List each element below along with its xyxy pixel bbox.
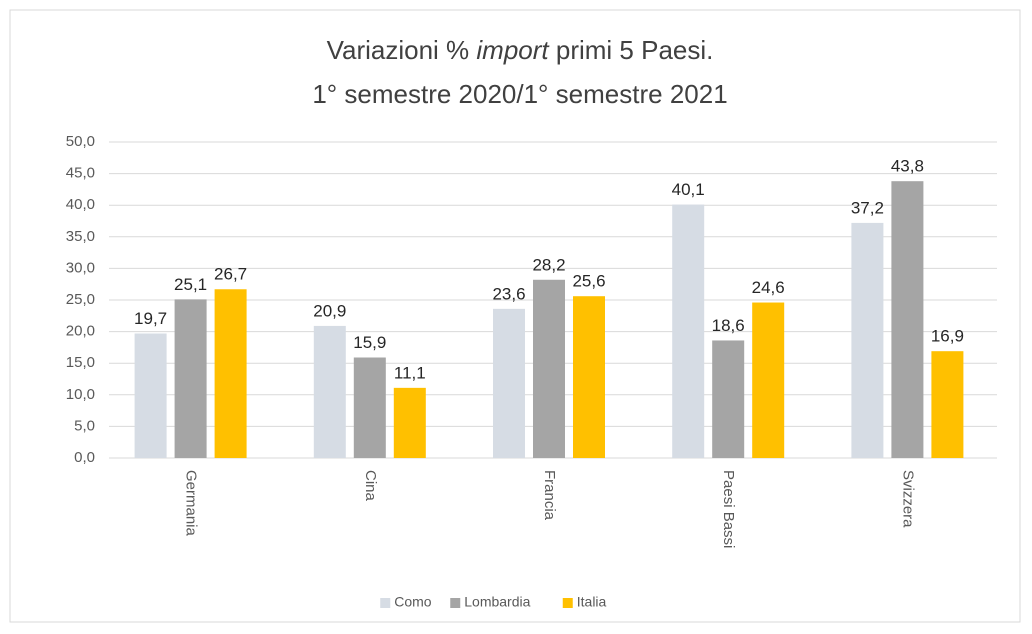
bar bbox=[214, 289, 247, 458]
y-tick-label: 30,0 bbox=[66, 259, 95, 276]
bar bbox=[533, 279, 565, 458]
data-label: 24,6 bbox=[752, 278, 785, 297]
bar bbox=[891, 181, 924, 458]
x-tick-label: Cina bbox=[362, 470, 379, 502]
bar bbox=[393, 387, 426, 458]
legend-swatch bbox=[562, 598, 573, 608]
y-tick-label: 10,0 bbox=[66, 386, 95, 403]
bar bbox=[134, 333, 167, 458]
data-label: 25,1 bbox=[174, 275, 207, 294]
y-tick-label: 15,0 bbox=[66, 354, 95, 371]
data-label: 16,9 bbox=[931, 327, 964, 346]
y-tick-label: 45,0 bbox=[66, 165, 95, 182]
chart-title: Variazioni % import primi 5 Paesi. bbox=[327, 35, 714, 65]
bar bbox=[851, 222, 884, 458]
legend-label: Lombardia bbox=[464, 594, 530, 610]
data-label: 43,8 bbox=[891, 157, 924, 176]
bar bbox=[313, 325, 346, 458]
y-tick-label: 5,0 bbox=[74, 417, 95, 434]
bar bbox=[174, 299, 207, 458]
bar bbox=[573, 296, 605, 458]
bar bbox=[752, 302, 785, 458]
legend-swatch bbox=[450, 598, 461, 608]
y-tick-label: 35,0 bbox=[66, 228, 95, 245]
data-label: 20,9 bbox=[313, 301, 346, 320]
legend-label: Italia bbox=[577, 594, 607, 610]
legend-label: Como bbox=[394, 594, 432, 610]
chart-subtitle: 1° semestre 2020/1° semestre 2021 bbox=[312, 79, 727, 109]
y-tick-label: 50,0 bbox=[66, 133, 95, 150]
data-label: 28,2 bbox=[532, 255, 565, 274]
bar bbox=[493, 308, 525, 458]
bar bbox=[353, 357, 386, 458]
data-label: 25,6 bbox=[572, 272, 605, 291]
data-label: 18,6 bbox=[712, 316, 745, 335]
x-tick-label: Paesi Bassi bbox=[720, 470, 737, 548]
x-tick-label: Germania bbox=[183, 470, 200, 537]
data-label: 37,2 bbox=[851, 198, 884, 217]
x-tick-label: Francia bbox=[541, 470, 558, 521]
x-tick-label: Svizzera bbox=[899, 470, 916, 528]
bar bbox=[672, 204, 705, 458]
data-label: 11,1 bbox=[394, 363, 426, 382]
y-tick-label: 40,0 bbox=[66, 196, 95, 213]
data-label: 19,7 bbox=[134, 309, 167, 328]
legend-swatch bbox=[380, 598, 391, 608]
data-label: 40,1 bbox=[672, 180, 705, 199]
y-tick-label: 20,0 bbox=[66, 323, 95, 340]
data-label: 23,6 bbox=[492, 284, 525, 303]
data-label: 15,9 bbox=[353, 333, 386, 352]
bar bbox=[931, 351, 964, 458]
bar bbox=[712, 340, 745, 458]
data-label: 26,7 bbox=[214, 265, 247, 284]
y-tick-label: 25,0 bbox=[66, 291, 95, 308]
y-tick-label: 0,0 bbox=[74, 449, 95, 466]
